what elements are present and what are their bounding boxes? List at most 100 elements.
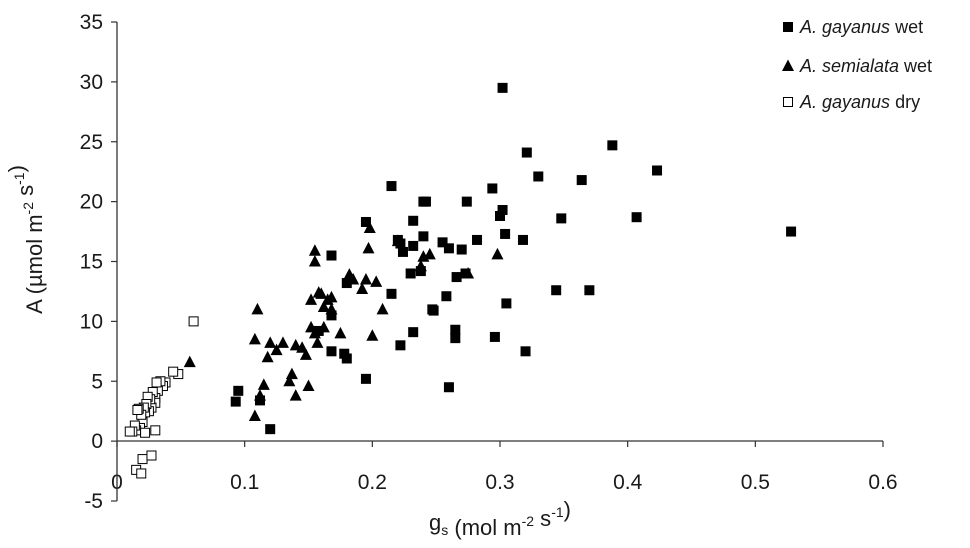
data-point bbox=[136, 468, 147, 479]
data-point bbox=[283, 374, 296, 387]
data-point bbox=[576, 175, 587, 186]
data-point bbox=[315, 287, 328, 299]
data-point bbox=[341, 278, 352, 289]
data-point bbox=[500, 228, 511, 239]
legend: A. gayanus wet A. semialata wet A. gayanus… bbox=[782, 17, 932, 112]
legend-label: A. gayanus dry bbox=[799, 92, 920, 112]
data-point bbox=[501, 298, 512, 309]
open-square-marker-icon bbox=[783, 97, 793, 107]
data-point bbox=[584, 285, 595, 296]
data-point bbox=[296, 341, 309, 353]
data-point bbox=[451, 272, 462, 283]
data-point bbox=[487, 183, 498, 194]
data-point bbox=[495, 210, 505, 221]
data-point bbox=[264, 336, 277, 348]
data-point bbox=[341, 353, 352, 364]
data-point bbox=[150, 425, 161, 436]
data-point bbox=[607, 140, 618, 151]
data-point bbox=[326, 346, 337, 357]
data-point bbox=[257, 378, 270, 390]
y-tick-label: 35 bbox=[80, 11, 103, 34]
data-point bbox=[146, 450, 157, 461]
y-tick-label: 15 bbox=[80, 251, 103, 274]
x-axis-label: gs (mol m-2 s-1) bbox=[429, 497, 571, 540]
data-point bbox=[233, 385, 244, 396]
data-point bbox=[395, 340, 406, 351]
data-point bbox=[360, 216, 371, 227]
data-point bbox=[248, 409, 261, 421]
data-point bbox=[261, 350, 274, 363]
data-point bbox=[405, 268, 416, 279]
data-point bbox=[285, 367, 298, 380]
data-point bbox=[414, 259, 427, 272]
data-point bbox=[311, 336, 324, 348]
x-tick-label: 0.3 bbox=[485, 471, 514, 494]
data-point bbox=[386, 288, 397, 299]
data-point bbox=[276, 336, 289, 348]
y-tick-label: 0 bbox=[91, 430, 103, 453]
data-point bbox=[450, 324, 461, 335]
x-tick-label: 0.1 bbox=[230, 471, 259, 494]
data-point bbox=[556, 213, 567, 224]
data-point bbox=[308, 255, 321, 267]
data-point bbox=[462, 266, 475, 279]
data-point bbox=[317, 300, 330, 313]
data-point bbox=[326, 310, 337, 321]
data-point bbox=[124, 426, 135, 437]
data-point bbox=[168, 366, 179, 377]
data-point bbox=[334, 326, 347, 339]
data-point bbox=[308, 326, 321, 339]
data-point bbox=[370, 275, 383, 287]
data-point bbox=[391, 234, 404, 247]
data-point bbox=[359, 272, 372, 285]
data-point bbox=[497, 82, 508, 93]
y-tick-label: 25 bbox=[80, 131, 103, 154]
y-axis-label: A (µmol m-2 s-1) bbox=[4, 165, 47, 314]
data-point bbox=[251, 302, 264, 315]
legend-entry: A. gayanus wet bbox=[783, 17, 923, 37]
legend-entry: A. gayanus dry bbox=[783, 92, 920, 112]
y-tick-label: 5 bbox=[91, 370, 103, 393]
data-point bbox=[443, 382, 454, 393]
legend-label: A. gayanus wet bbox=[799, 17, 923, 37]
data-point bbox=[151, 377, 162, 388]
x-tick-label: 0.5 bbox=[741, 471, 770, 494]
data-point bbox=[356, 282, 369, 295]
axes bbox=[116, 22, 883, 501]
data-point bbox=[450, 333, 461, 344]
filled-triangle-marker-icon bbox=[782, 59, 794, 71]
data-point bbox=[360, 373, 371, 384]
series-3 bbox=[124, 316, 199, 479]
data-point bbox=[305, 293, 318, 305]
data-point bbox=[253, 389, 266, 401]
y-tick-label: -5 bbox=[84, 490, 103, 513]
data-point bbox=[299, 348, 312, 360]
data-point bbox=[188, 316, 199, 327]
data-point bbox=[289, 338, 302, 351]
data-point bbox=[517, 234, 528, 245]
y-tick-label: 10 bbox=[80, 310, 103, 333]
data-point bbox=[132, 404, 143, 415]
data-point bbox=[786, 226, 797, 237]
data-point bbox=[347, 272, 360, 285]
data-point bbox=[408, 327, 419, 338]
legend-label: A. semialata wet bbox=[799, 56, 932, 76]
data-point bbox=[376, 302, 389, 315]
data-point bbox=[521, 147, 532, 158]
data-point bbox=[362, 241, 375, 254]
data-point bbox=[461, 196, 472, 207]
data-point bbox=[437, 237, 448, 248]
y-tick-label: 20 bbox=[80, 191, 103, 214]
x-tick-label: 0.6 bbox=[868, 471, 897, 494]
data-point bbox=[489, 331, 500, 342]
data-point bbox=[317, 320, 330, 333]
data-point bbox=[386, 181, 397, 192]
data-point bbox=[230, 396, 241, 407]
data-point bbox=[183, 355, 196, 368]
data-point bbox=[289, 389, 302, 401]
data-point bbox=[325, 302, 338, 315]
data-point bbox=[325, 290, 338, 303]
data-point bbox=[418, 231, 429, 242]
data-point bbox=[456, 244, 467, 255]
